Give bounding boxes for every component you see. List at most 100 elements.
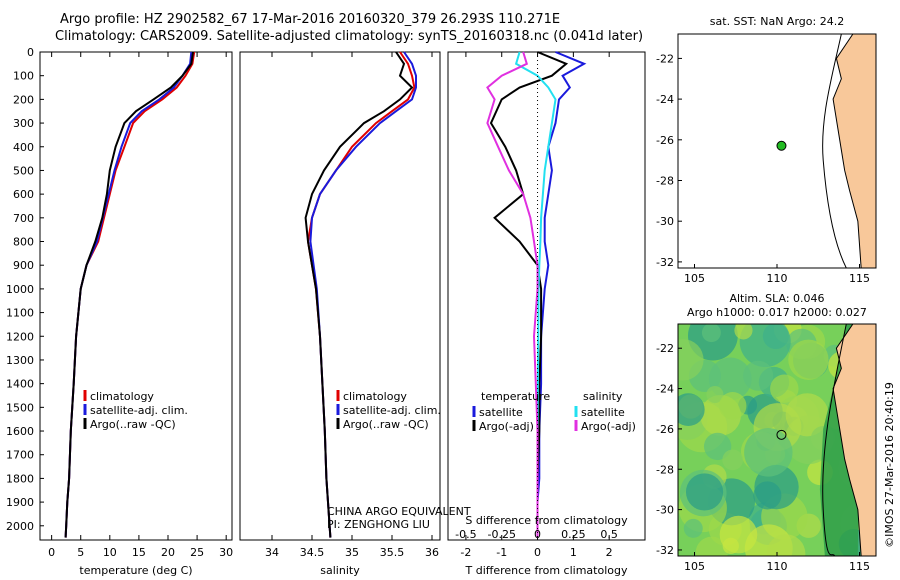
sst_map-plot-area <box>822 34 876 268</box>
salinity-series-2 <box>304 51 414 538</box>
sst_map-land <box>832 34 876 268</box>
temperature-ytick-label: 1900 <box>6 496 34 509</box>
sla-blob <box>703 432 732 461</box>
sla-blob <box>701 324 721 343</box>
temperature-xtick-label: 5 <box>77 546 84 559</box>
sla_map-ytick-label: -28 <box>656 463 674 476</box>
sst_map-ytick-label: -24 <box>656 93 674 106</box>
salinity-legend-label: satellite-adj. clim. <box>343 404 441 417</box>
temperature-ytick-label: 400 <box>13 141 34 154</box>
difference-xtick-label: 2 <box>606 546 613 559</box>
difference-xlabel-top: S difference from climatology <box>465 514 628 527</box>
sst_map-panel: 105 110 115 -22 -24 -26 -28 -30 -32 sat. SST: NaN… <box>656 15 877 285</box>
sst_map-xtick-label: 115 <box>849 272 870 285</box>
sla-blob <box>743 360 774 391</box>
salinity-annotation: PI: ZENGHONG LIU <box>327 518 430 531</box>
sla-blob <box>770 374 799 403</box>
sla-blob <box>678 339 704 381</box>
salinity-legend-label: Argo(..raw -QC) <box>343 418 429 431</box>
temperature-ytick-label: 1100 <box>6 307 34 320</box>
sla-map-side-label: ©IMOS 27-Mar-2016 20:40:19 <box>883 382 896 548</box>
temperature-panel: 0 5 10 15 20 25 30 temperature (deg C) 0 100 200 30… <box>6 46 233 577</box>
sla-blob <box>744 428 793 477</box>
difference-frame <box>447 51 646 541</box>
salinity-xtick-label: 35.5 <box>380 546 405 559</box>
salinity-frame <box>239 51 441 541</box>
sla_map-plot-area <box>678 324 876 556</box>
salinity-xtick-label: 34 <box>265 546 279 559</box>
salinity-xtick-label: 36 <box>425 546 439 559</box>
sla-blob <box>734 324 753 340</box>
difference-stick-label: 0.25 <box>561 528 586 541</box>
sst_map-ytick-label: -30 <box>656 215 674 228</box>
difference-series-2 <box>514 51 557 538</box>
temperature-xtick-label: 25 <box>190 546 204 559</box>
sla-shelf-line <box>822 324 847 556</box>
sla-blob <box>678 393 705 427</box>
temperature-ytick-label: 1700 <box>6 449 34 462</box>
temperature-ytick-label: 1600 <box>6 425 34 438</box>
sla_map-ytick-label: -22 <box>656 342 674 355</box>
difference-legend-label: Argo(-adj) <box>581 420 636 433</box>
sst_map-argo-point <box>776 140 787 151</box>
header-line-1: Argo profile: HZ 2902582_67 17-Mar-2016 … <box>60 12 561 27</box>
sla-blob <box>718 392 747 420</box>
temperature-ytick-label: 100 <box>13 70 34 83</box>
temperature-ytick-label: 1800 <box>6 472 34 485</box>
sst_map-xtick-label: 105 <box>684 272 705 285</box>
sst_map-ytick-label: -22 <box>656 52 674 65</box>
sst_map-xtick-label: 110 <box>767 272 788 285</box>
salinity-annotation: CHINA ARGO EQUIVALENT <box>327 505 471 518</box>
sla_map-land <box>832 324 876 556</box>
temperature-ytick-label: 600 <box>13 188 34 201</box>
temperature-ytick-label: 300 <box>13 117 34 130</box>
temperature-legend-label: satellite-adj. clim. <box>90 404 188 417</box>
difference-stick-label: 0.5 <box>600 528 618 541</box>
difference-legend-label: satellite <box>581 406 625 419</box>
temperature-legend-label: Argo(..raw -QC) <box>90 418 176 431</box>
temperature-xtick-label: 20 <box>161 546 175 559</box>
sla-blob <box>766 534 806 556</box>
temperature-ytick-label: 200 <box>13 93 34 106</box>
sla-map-title-2: Argo h1000: 0.017 h2000: 0.027 <box>687 306 867 319</box>
temperature-xtick-label: 15 <box>132 546 146 559</box>
temperature-legend-label: climatology <box>90 390 154 403</box>
difference-stick-label: -0.5 <box>455 528 476 541</box>
sla-blob <box>722 449 744 471</box>
temperature-xtick-label: 0 <box>48 546 55 559</box>
sla_map-argo-point <box>776 429 787 440</box>
temperature-series-1 <box>64 51 193 538</box>
difference-stick-label: -0.25 <box>487 528 515 541</box>
temperature-ytick-label: 0 <box>27 46 34 59</box>
header-line-2: Climatology: CARS2009. Satellite-adjuste… <box>55 29 644 44</box>
temperature-xtick-label: 10 <box>103 546 117 559</box>
temperature-ytick-label: 1400 <box>6 378 34 391</box>
salinity-xlabel: salinity <box>320 564 360 577</box>
difference-legend-label: Argo(-adj) <box>479 420 534 433</box>
difference-legend-title-right: salinity <box>583 390 623 403</box>
salinity-xtick-label: 34.5 <box>300 546 325 559</box>
temperature-ytick-label: 700 <box>13 212 34 225</box>
difference-stick-label: 0 <box>534 528 541 541</box>
difference-legend-title-left: temperature <box>481 390 550 403</box>
difference-xtick-label: 1 <box>570 546 577 559</box>
difference-xtick-label: -2 <box>460 546 471 559</box>
difference-series-0 <box>536 51 587 538</box>
sla_map-xtick-label: 115 <box>849 560 870 573</box>
sla-blob <box>683 518 703 538</box>
temperature-xtick-label: 30 <box>219 546 233 559</box>
sla_map-ytick-label: -26 <box>656 423 674 436</box>
sla_map-xtick-label: 105 <box>684 560 705 573</box>
sla-blob <box>706 386 724 404</box>
difference-panel: -2 -1 0 1 2 T difference from climatology S di… <box>447 51 646 577</box>
sla-map-title-1: Altim. SLA: 0.046 <box>729 292 824 305</box>
sst_map-ytick-label: -32 <box>656 256 674 269</box>
sla_map-xtick-label: 110 <box>767 560 788 573</box>
sla-blob <box>788 339 829 380</box>
salinity-panel: 34 34.5 35 35.5 36 salinity climatologysatelli… <box>239 51 471 577</box>
sla-blob <box>719 515 758 554</box>
salinity-legend-label: climatology <box>343 390 407 403</box>
temperature-ytick-label: 1000 <box>6 283 34 296</box>
temperature-ytick-label: 1500 <box>6 401 34 414</box>
salinity-xtick-label: 35 <box>345 546 359 559</box>
